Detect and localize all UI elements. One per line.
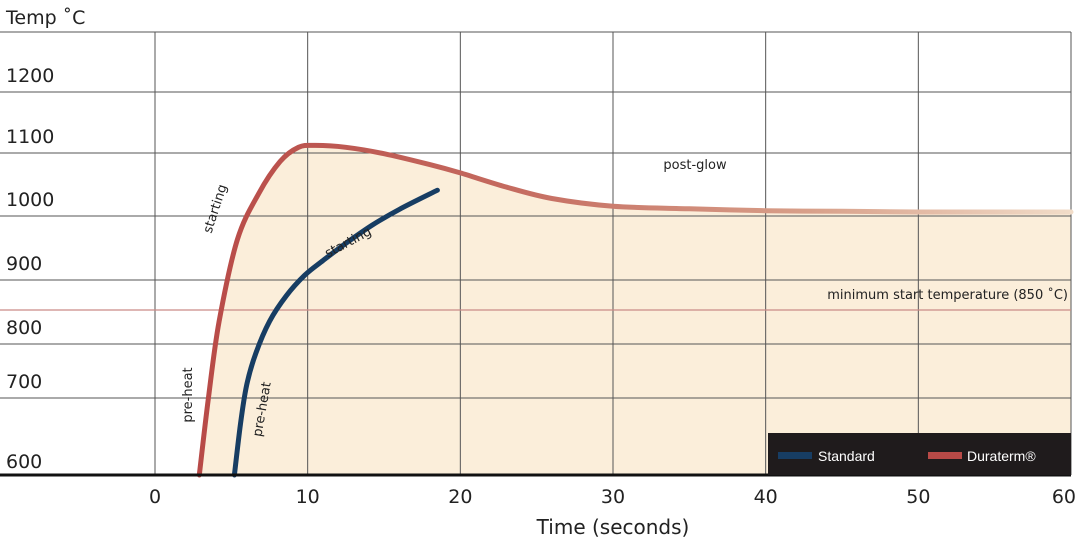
x-tick-label-50: 50 [906,486,930,508]
legend-swatch-standard [778,452,812,459]
annotation-post-glow: post-glow [663,158,727,173]
legend-label-standard: Standard [818,448,875,464]
x-tick-labels: 0 10 20 30 40 50 60 [149,486,1076,508]
series-line-duraterm [196,142,1074,478]
y-tick-label-1200: 1200 [6,65,54,87]
grid [0,31,1072,475]
threshold-group: minimum start temperature (850 ˚C) [0,287,1071,311]
y-tick-labels: 600 700 800 900 1000 1100 1200 [6,65,54,473]
legend-background [768,433,1071,475]
annotation-preheat-duraterm: pre-heat [181,367,196,422]
legend-swatch-duraterm [928,452,962,459]
series-line-standard [231,187,440,478]
x-tick-label-30: 30 [601,486,625,508]
y-tick-label-800: 800 [6,317,42,339]
x-tick-label-60: 60 [1052,486,1076,508]
x-tick-label-40: 40 [754,486,778,508]
y-tick-label-1000: 1000 [6,189,54,211]
y-axis-label: Temp ˚C [5,7,85,29]
x-tick-label-0: 0 [149,486,161,508]
y-tick-label-700: 700 [6,371,42,393]
y-tick-label-1100: 1100 [6,126,54,148]
annotation-starting-duraterm: starting [201,183,231,236]
y-tick-label-900: 900 [6,253,42,275]
y-tick-label-600: 600 [6,451,42,473]
x-tick-label-20: 20 [448,486,472,508]
series-group [196,142,1074,478]
x-tick-label-10: 10 [296,486,320,508]
x-axis-label: Time (seconds) [536,515,690,539]
legend: Standard Duraterm® [768,433,1071,475]
legend-label-duraterm: Duraterm® [967,448,1036,464]
threshold-label: minimum start temperature (850 ˚C) [827,287,1068,303]
